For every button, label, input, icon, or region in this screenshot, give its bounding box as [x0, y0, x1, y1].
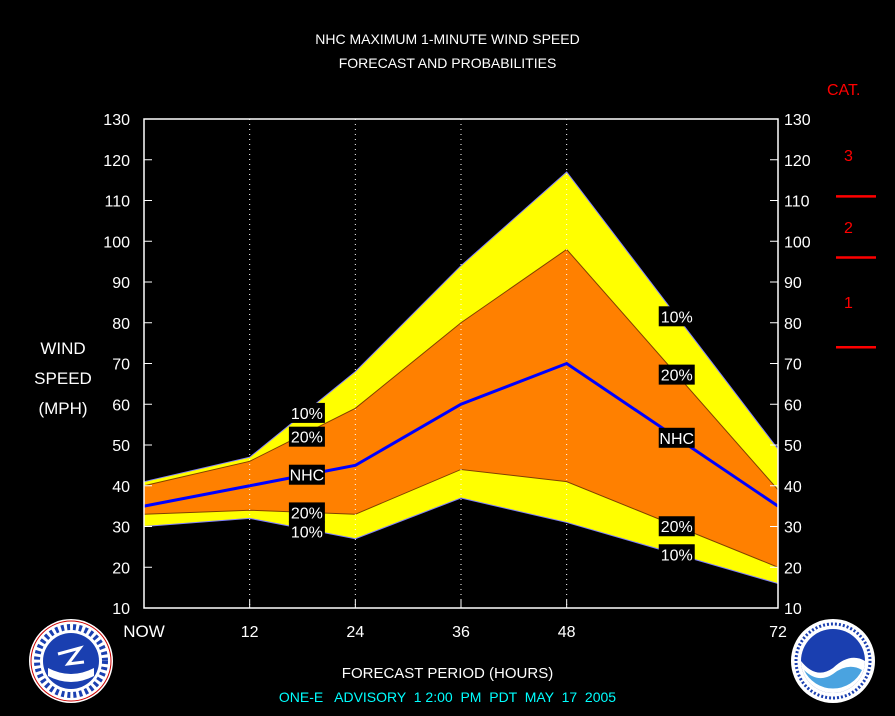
y-tick-label-left: 130: [103, 112, 130, 129]
x-tick-label: 12: [241, 624, 259, 641]
nhc-forecast-line: [143, 361, 779, 508]
nws-logo: [29, 619, 113, 703]
y-tick-label-left: 50: [112, 438, 130, 455]
category-title: CAT.: [827, 82, 861, 99]
noaa-logo: [791, 619, 875, 703]
series-label-nhc-bg: [288, 464, 325, 485]
category-1-label: 1: [844, 295, 853, 312]
series-edge-1: [143, 248, 779, 491]
series-label-upper-10-right-bg: [658, 306, 695, 327]
y-tick-label-right: 100: [784, 234, 811, 251]
y-tick-label-left: 30: [112, 520, 130, 537]
series-label-lower-10-right: 10%: [661, 547, 693, 564]
y-axis-label-line2: SPEED: [34, 369, 92, 388]
y-tick-label-left: 40: [112, 479, 130, 496]
y-tick-label-right: 110: [784, 194, 810, 211]
y-tick-label-right: 40: [784, 479, 802, 496]
x-tick-label: 48: [558, 624, 576, 641]
y-tick-label-left: 10: [112, 601, 130, 618]
y-tick-label-left: 100: [103, 234, 130, 251]
series-label-lower-10: 10%: [291, 524, 323, 541]
series-label-upper-20: 20%: [291, 430, 323, 447]
x-tick-label: 72: [769, 624, 787, 641]
y-tick-label-right: 30: [784, 520, 802, 537]
y-tick-label-right: 90: [784, 275, 802, 292]
series-label-upper-10-right: 10%: [661, 309, 693, 326]
x-tick-label: NOW: [123, 622, 165, 641]
series-label-lower-10-right-bg: [658, 544, 695, 565]
series-label-lower-20-right: 20%: [661, 519, 693, 536]
x-axis-label: FORECAST PERIOD (HOURS): [341, 665, 554, 682]
series-label-upper-20-right: 20%: [661, 368, 693, 385]
y-axis-label-line1: WIND: [40, 339, 86, 358]
y-tick-label-right: 10: [784, 601, 802, 618]
y-tick-label-left: 90: [112, 275, 130, 292]
y-tick-label-left: 120: [103, 153, 130, 170]
category-2-label: 2: [844, 220, 853, 237]
series-label-nhc-right-bg: [658, 427, 695, 448]
advisory-line: ONE-E ADVISORY 1 2:00 PM PDT MAY 17 2005: [278, 689, 617, 705]
y-tick-label-right: 70: [784, 357, 802, 374]
y-tick-label-right: 130: [784, 112, 811, 129]
series-label-nhc: NHC: [290, 468, 325, 485]
y-tick-label-right: 120: [784, 153, 811, 170]
y-tick-label-left: 80: [112, 316, 130, 333]
y-axis-label-line3: (MPH): [38, 399, 88, 418]
series-label-lower-20: 20%: [291, 505, 323, 522]
series-label-upper-20-bg: [288, 426, 325, 447]
y-tick-label-right: 60: [784, 397, 802, 414]
y-tick-label-left: 60: [112, 397, 130, 414]
y-tick-label-right: 20: [784, 560, 802, 577]
series-label-nhc-right: NHC: [659, 431, 694, 448]
y-tick-label-left: 70: [112, 357, 130, 374]
series-label-upper-10: 10%: [291, 406, 323, 423]
series-edge-4: [143, 497, 779, 585]
series-edge-3: [143, 468, 779, 568]
series-label-upper-20-right-bg: [658, 364, 695, 385]
y-tick-label-left: 110: [104, 194, 130, 211]
y-tick-label-right: 50: [784, 438, 802, 455]
y-tick-label-left: 20: [112, 560, 130, 577]
inner-probability-band: [144, 249, 778, 568]
series-label-lower-20-bg: [288, 502, 325, 523]
series-label-lower-20-right-bg: [658, 516, 695, 537]
x-tick-label: 36: [452, 624, 470, 641]
series-label-lower-10-bg: [288, 521, 325, 542]
chart-title-line2: FORECAST AND PROBABILITIES: [338, 55, 557, 71]
y-tick-label-right: 80: [784, 316, 802, 333]
x-tick-label: 24: [346, 624, 364, 641]
series-edge-0: [143, 171, 779, 483]
series-label-upper-10-bg: [288, 402, 325, 423]
category-3-label: 3: [844, 148, 853, 165]
chart-title-line1: NHC MAXIMUM 1-MINUTE WIND SPEED: [315, 31, 580, 47]
